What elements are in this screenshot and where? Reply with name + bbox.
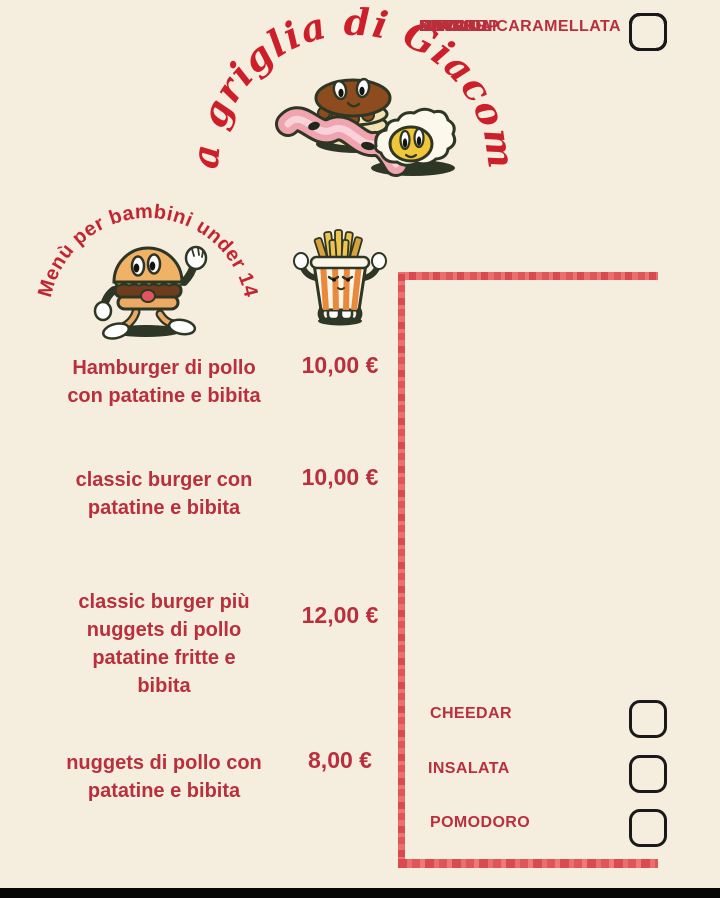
- topping-row: CHEEDAR: [398, 687, 667, 741]
- menu-item-name-line: patatine e bibita: [87, 497, 241, 519]
- topping-label: BACON: [419, 18, 480, 35]
- menu-item-name-line: bibita: [137, 675, 191, 697]
- menu-item-name: Hamburger di pollo con patatine e bibita: [42, 354, 286, 410]
- fries-cup: [309, 255, 371, 312]
- breakfast-illustration-icon: [275, 77, 457, 177]
- topping-checkbox[interactable]: [629, 700, 667, 738]
- topping-label: CETRIOLI: [419, 18, 497, 35]
- menu-item-name-line: Hamburger di pollo: [72, 357, 256, 379]
- topping-label: UOVA: [419, 18, 466, 35]
- topping-checkbox[interactable]: [629, 13, 667, 51]
- menu-item-name-line: classic burger più: [78, 591, 250, 613]
- menu-item-name: nuggets di pollo con patatine e bibita: [42, 749, 286, 805]
- checklist-border-top: [398, 272, 658, 280]
- bottom-black-bar: [0, 888, 720, 898]
- topping-label: MAYO: [419, 18, 468, 35]
- menu-item-price: 12,00 €: [301, 602, 379, 628]
- fried-egg-icon: [374, 107, 457, 167]
- menu-item-name-line: patatine e bibita: [87, 780, 241, 802]
- topping-label: KETCHUP: [419, 18, 500, 35]
- menu-item-name-line: con patatine e bibita: [67, 385, 261, 407]
- checklist-border-bottom: [398, 859, 658, 868]
- topping-label: POMODORO: [430, 814, 531, 831]
- menu-item-price: 10,00 €: [301, 464, 379, 490]
- fries-mascot-icon: [293, 229, 387, 326]
- topping-label: INSALATA: [428, 760, 510, 777]
- topping-label: CIPOLLA CARAMELLATA: [419, 18, 621, 35]
- menu-item-name: classic burger più nuggets di pollo pata…: [42, 588, 286, 700]
- menu-item-name-line: classic burger con: [75, 469, 253, 491]
- topping-row: POMODORO: [398, 796, 667, 850]
- topping-checkbox[interactable]: [629, 809, 667, 847]
- menu-item-name-line: patatine fritte e: [92, 647, 236, 669]
- menu-item-price: 8,00 €: [308, 747, 372, 773]
- topping-label: CHEEDAR: [430, 705, 512, 722]
- topping-row: INSALATA: [398, 742, 667, 796]
- topping-label: SENAPE: [419, 18, 488, 35]
- checklist-border-left: [398, 272, 405, 868]
- menu-item-price: 10,00 €: [301, 352, 379, 378]
- menu-item-name-line: nuggets di pollo con: [66, 752, 262, 774]
- burger-mascot-icon: [93, 245, 208, 340]
- menu-item-name-line: nuggets di pollo: [86, 619, 242, 641]
- topping-row: SENAPE: [398, 0, 667, 54]
- menu-item-name: classic burger con patatine e bibita: [42, 466, 286, 522]
- topping-checkbox[interactable]: [629, 755, 667, 793]
